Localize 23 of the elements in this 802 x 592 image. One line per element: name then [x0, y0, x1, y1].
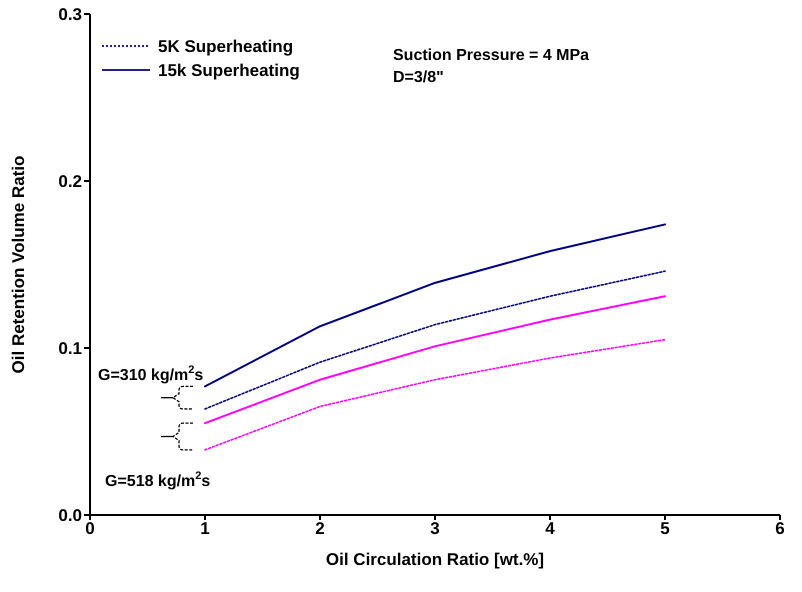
annotation: G=310 kg/m$^{2}$s	[98, 364, 204, 384]
annotation: D=3/8"	[393, 69, 444, 86]
line-series	[204, 223, 666, 388]
x-tick-label: 1	[200, 519, 210, 538]
line-series	[204, 295, 666, 424]
annotation: G=518 kg/m$^{2}$s	[105, 470, 210, 490]
y-tick-label: 0.3	[58, 5, 82, 24]
annotation: Suction Pressure = 4 MPa	[393, 47, 590, 64]
x-tick-label: 4	[545, 519, 556, 538]
y-axis-title: Oil Retention Volume Ratio	[9, 156, 28, 374]
y-tick-label: 0.2	[58, 172, 82, 192]
legend-label: 15k Superheating	[158, 61, 300, 80]
x-axis-title: Oil Circulation Ratio [wt.%]	[326, 550, 544, 569]
x-tick-label: 5	[660, 519, 670, 538]
line-series	[204, 270, 666, 410]
legend-label: 5K Superheating	[158, 37, 294, 56]
y-tick-label: 0.1	[58, 339, 82, 358]
x-tick-label: 6	[775, 519, 785, 538]
x-tick-label: 2	[315, 519, 325, 538]
x-tick-label: 0	[85, 519, 95, 538]
line-series	[204, 338, 666, 451]
y-tick-label: 0.0	[58, 506, 82, 526]
x-tick-label: 3	[430, 519, 440, 538]
